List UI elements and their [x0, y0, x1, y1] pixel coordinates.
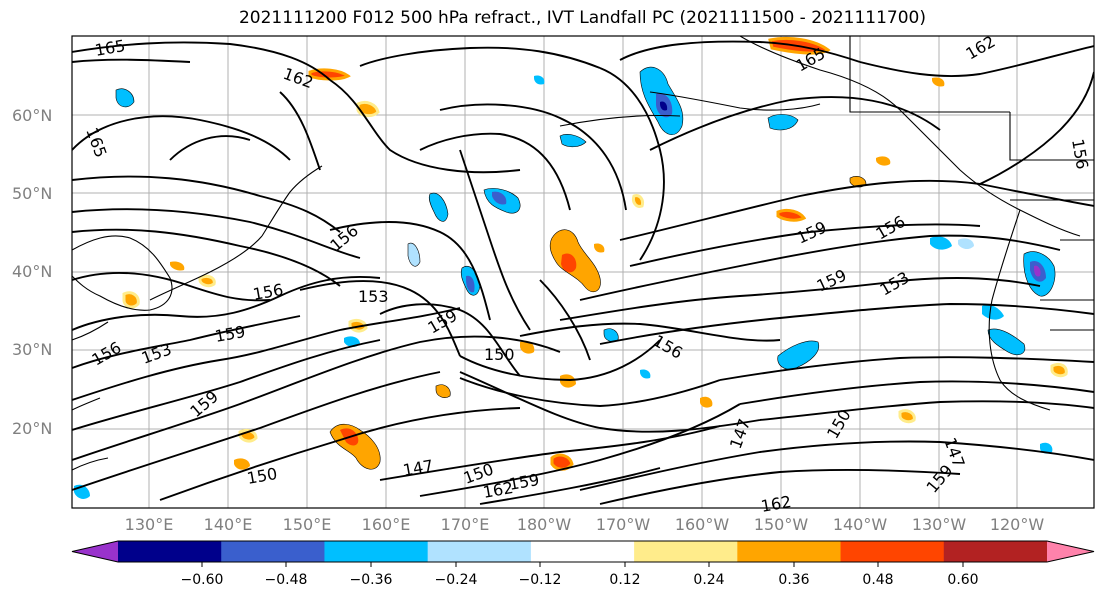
longitude-label: 140°E: [203, 515, 253, 534]
colorbar-segments: [72, 541, 1094, 562]
colorbar-ticks: [201, 562, 964, 567]
colorbar-outline: [71, 540, 1095, 563]
longitude-label: 170°E: [440, 515, 490, 534]
colorbar-extend-min: [72, 541, 118, 562]
graticule: [72, 36, 1094, 508]
colorbar-tick-label: −0.60: [180, 572, 224, 588]
colorbar-tick-label: −0.24: [434, 572, 478, 588]
colorbar-segment: [840, 541, 945, 562]
map-title: 2021111200 F012 500 hPa refract., IVT La…: [238, 8, 926, 28]
colorbar-segment: [634, 541, 738, 562]
colorbar-segment: [324, 541, 429, 562]
colorbar-tick-label: 0.36: [778, 572, 810, 588]
height-contours: [72, 40, 1094, 505]
colorbar-tick-label: 0.48: [862, 572, 894, 588]
colorbar-tick-label: −0.48: [264, 572, 308, 588]
contour-label: 153: [358, 287, 389, 306]
latitude-label: 60°N: [12, 106, 53, 125]
colorbar-segment: [221, 541, 325, 562]
colorbar-segment: [943, 541, 1048, 562]
colorbar-segment: [118, 541, 222, 562]
colorbar-extend-max: [1047, 541, 1094, 562]
coastlines: [72, 36, 1094, 471]
latitude-label: 50°N: [12, 184, 53, 203]
colorbar-tick-label: 0.60: [947, 572, 979, 588]
latitude-label: 30°N: [12, 340, 53, 359]
longitude-label: 160°E: [361, 515, 411, 534]
colorbar-tick-label: −0.12: [518, 572, 562, 588]
longitude-label: 130°W: [911, 515, 967, 534]
longitude-label: 160°W: [674, 515, 730, 534]
latitude-label: 40°N: [12, 262, 53, 281]
longitude-label: 180°W: [516, 515, 572, 534]
colorbar-segment: [737, 541, 842, 562]
shaded-anomaly-fields: [74, 36, 1068, 499]
longitude-label: 130°E: [124, 515, 174, 534]
colorbar-segment: [530, 541, 635, 562]
longitude-label: 150°W: [753, 515, 809, 534]
longitude-label: 120°W: [989, 515, 1045, 534]
longitude-label: 170°W: [595, 515, 651, 534]
longitude-label: 150°E: [282, 515, 332, 534]
colorbar-tick-label: −0.36: [349, 572, 393, 588]
map-frame: [71, 35, 1095, 509]
colorbar-tick-label: 0.24: [693, 572, 725, 588]
colorbar-tick-label: 0.12: [609, 572, 641, 588]
latitude-label: 20°N: [12, 419, 53, 438]
colorbar-segment: [427, 541, 532, 562]
contour-label: 150: [484, 345, 515, 364]
longitude-label: 140°W: [832, 515, 888, 534]
